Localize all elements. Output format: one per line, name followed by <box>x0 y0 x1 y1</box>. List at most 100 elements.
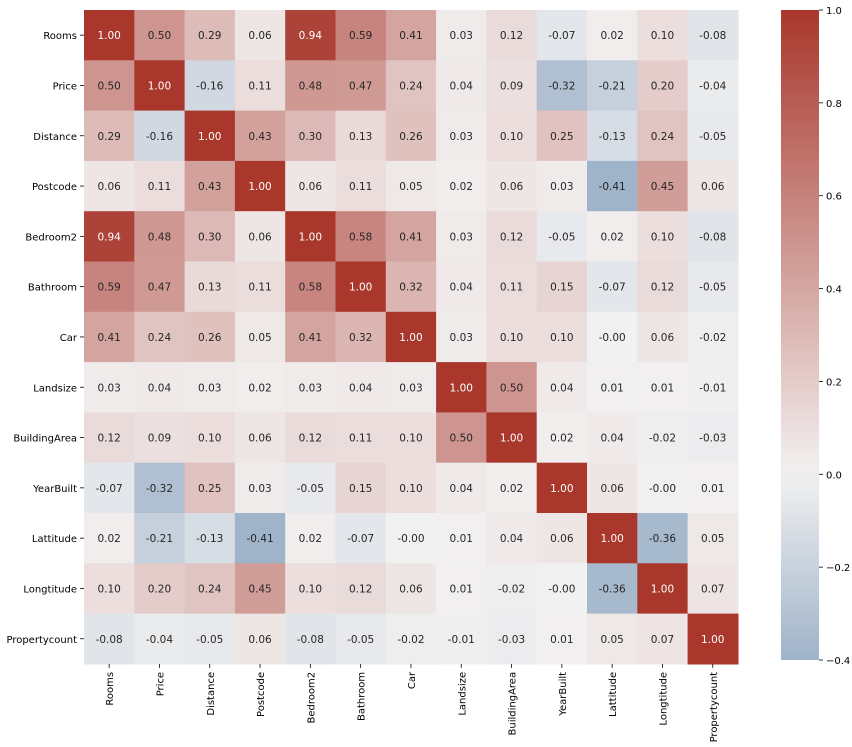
heatmap-cell <box>184 211 236 263</box>
cell-value-label: 0.07 <box>701 583 724 595</box>
colorbar-tick-label: 1.0 <box>826 6 842 17</box>
cell-value-label: 0.10 <box>651 231 674 243</box>
heatmap-cell <box>436 261 487 313</box>
heatmap-cell <box>436 563 487 615</box>
heatmap-cell <box>536 211 588 263</box>
y-axis-tick-labels: Rooms Price Distance Postcode Bedroom2 Bathro… <box>6 31 84 646</box>
cell-value-label: 0.10 <box>97 583 120 595</box>
heatmap-cell <box>234 412 286 464</box>
cell-value-label: 0.30 <box>299 131 322 143</box>
x-tick-label: Lattitude <box>608 672 619 717</box>
cell-value-label: 0.47 <box>148 282 171 294</box>
cell-value-label: 0.24 <box>198 583 222 595</box>
cell-value-label: 0.24 <box>399 80 423 92</box>
cell-value-label: 0.11 <box>248 80 271 92</box>
y-tick-label: YearBuilt <box>32 484 77 495</box>
heatmap-cell <box>385 563 437 615</box>
heatmap-cell <box>285 60 337 112</box>
heatmap-cell <box>385 311 437 363</box>
cell-value-label: -0.05 <box>297 483 324 495</box>
y-tick-label: Bedroom2 <box>25 232 77 243</box>
x-axis-tick-labels: Rooms Price Distance Postcode Bedroom2 Bathro… <box>105 663 720 742</box>
cell-value-label: 0.10 <box>500 131 523 143</box>
x-tick-label: YearBuilt <box>558 672 569 717</box>
cell-value-label: 1.00 <box>248 181 271 193</box>
heatmap-cell <box>536 362 588 413</box>
cell-value-label: 0.29 <box>97 131 120 143</box>
heatmap-cell <box>134 362 186 413</box>
heatmap-cell <box>84 160 135 212</box>
cell-value-label: -0.21 <box>146 533 173 545</box>
heatmap-cell <box>536 563 588 615</box>
heatmap-cell <box>134 462 186 514</box>
heatmap-cell <box>184 10 236 61</box>
heatmap-cell <box>335 60 387 112</box>
cell-value-label: -0.02 <box>397 634 424 646</box>
cell-value-label: 0.10 <box>651 30 674 42</box>
cell-value-label: 0.11 <box>248 282 271 294</box>
cell-value-label: 0.59 <box>349 30 372 42</box>
heatmap-cell <box>84 311 135 363</box>
cell-value-label: -0.21 <box>599 80 626 92</box>
cell-value-label: 0.15 <box>349 483 372 495</box>
heatmap-cell <box>335 613 387 665</box>
cell-value-label: 0.59 <box>97 282 120 294</box>
heatmap-cell <box>687 412 739 464</box>
heatmap-cell <box>234 563 286 615</box>
cell-value-label: 0.41 <box>399 231 422 243</box>
cell-value-label: 0.04 <box>550 382 574 394</box>
colorbar-tick-label: 0.4 <box>826 285 842 296</box>
cell-value-label: -0.01 <box>448 634 475 646</box>
cell-value-label: 0.02 <box>450 181 473 193</box>
heatmap-cell <box>134 60 186 112</box>
cell-value-label: 1.00 <box>97 30 120 42</box>
heatmap-cell <box>285 261 337 313</box>
heatmap-cell <box>285 613 337 665</box>
heatmap-cell <box>134 613 186 665</box>
heatmap-cell <box>84 10 135 61</box>
cell-value-label: 1.00 <box>399 332 422 344</box>
cell-value-label: 1.00 <box>148 80 171 92</box>
heatmap-cell <box>486 160 538 212</box>
heatmap-cell <box>335 10 387 61</box>
x-tick-label: Price <box>155 672 166 696</box>
cell-value-label: -0.05 <box>699 131 726 143</box>
cell-value-label: -0.05 <box>196 634 223 646</box>
cell-value-label: 0.45 <box>651 181 674 193</box>
heatmap-cell <box>687 10 739 61</box>
heatmap-cell <box>84 513 135 564</box>
x-tick-label: Car <box>407 671 418 689</box>
cell-value-label: 0.41 <box>97 332 120 344</box>
heatmap-cell <box>436 513 487 564</box>
cell-value-label: 0.12 <box>651 282 674 294</box>
cell-value-label: 0.10 <box>399 433 422 445</box>
y-tick-label: Longtitude <box>23 584 77 595</box>
heatmap-cell <box>587 211 638 263</box>
heatmap-cell <box>587 513 638 564</box>
heatmap-cell <box>184 462 236 514</box>
heatmap-cell <box>84 563 135 615</box>
cell-value-label: 0.02 <box>550 433 573 445</box>
heatmap-cell <box>486 110 538 162</box>
cell-value-label: -0.13 <box>196 533 223 545</box>
heatmap-cell <box>637 311 689 363</box>
cell-value-label: 1.00 <box>600 533 623 545</box>
heatmap-cell <box>536 160 588 212</box>
heatmap-cell <box>687 110 739 162</box>
cell-value-label: 0.41 <box>299 332 322 344</box>
heatmap-cell <box>285 311 337 363</box>
heatmap-cell <box>687 563 739 615</box>
heatmap-cell <box>637 613 689 665</box>
cell-value-label: 0.06 <box>600 483 624 495</box>
cell-value-label: 0.32 <box>349 332 372 344</box>
cell-value-label: 0.04 <box>600 433 624 445</box>
x-tick-label: Longtitude <box>658 672 669 726</box>
cell-value-label: 0.43 <box>248 131 271 143</box>
heatmap-cell <box>436 412 487 464</box>
heatmap-cell <box>285 412 337 464</box>
cell-value-label: 0.26 <box>198 332 222 344</box>
cell-value-label: 0.11 <box>148 181 171 193</box>
heatmap-cell <box>536 311 588 363</box>
cell-value-label: 0.03 <box>450 231 473 243</box>
heatmap-cell <box>385 613 437 665</box>
